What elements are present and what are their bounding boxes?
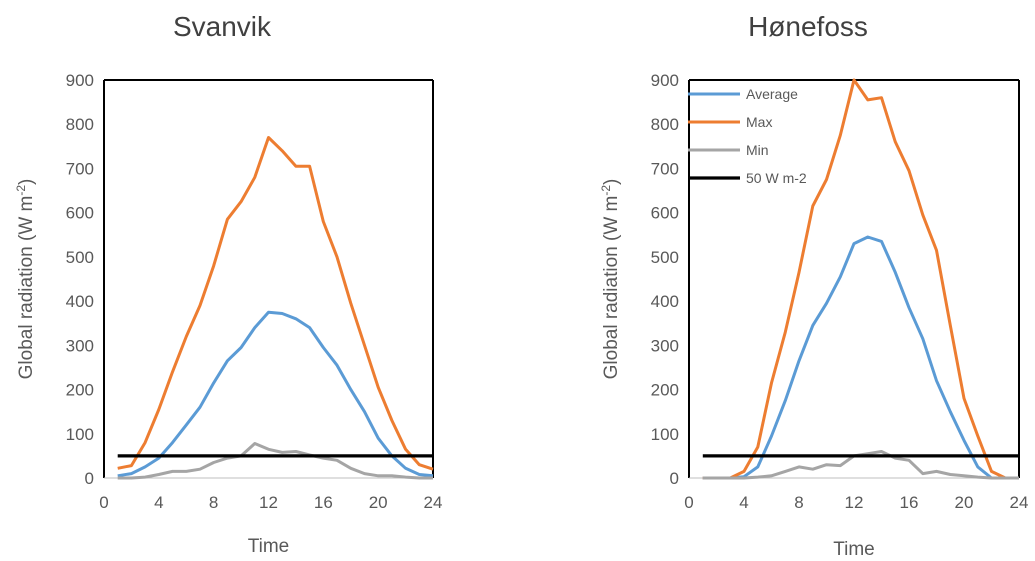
series-line-average bbox=[117, 310, 434, 478]
y-tick-label: 200 bbox=[651, 381, 679, 400]
chart-panel-1: Hønefoss 0 100 200 300 400 500 600 700 800 900 0 4 8 1… bbox=[599, 11, 1028, 560]
series-line-max bbox=[117, 136, 434, 471]
y-tick-label: 700 bbox=[651, 159, 679, 178]
chart-title: Svanvik bbox=[173, 11, 272, 42]
legend-label: Average bbox=[746, 86, 798, 102]
x-tick-label: 4 bbox=[154, 493, 163, 512]
y-tick-label: 800 bbox=[66, 115, 94, 134]
y-tick-label: 600 bbox=[66, 204, 94, 223]
x-tick-label: 24 bbox=[1010, 493, 1029, 512]
y-axis-label: Global radiation (W m-2) bbox=[599, 179, 622, 380]
series-line-max bbox=[702, 78, 1019, 480]
x-tick-label: 20 bbox=[369, 493, 388, 512]
y-tick-label: 300 bbox=[651, 336, 679, 355]
x-tick-label: 8 bbox=[794, 493, 803, 512]
x-tick-label: 16 bbox=[314, 493, 333, 512]
x-axis-label: Time bbox=[248, 536, 290, 557]
y-tick-label: 700 bbox=[66, 159, 94, 178]
y-tick-label: 0 bbox=[670, 469, 679, 488]
x-tick-label: 20 bbox=[955, 493, 974, 512]
chart-panel-0: Svanvik 0 100 200 300 400 500 600 700 800 900 0 4 8 12… bbox=[14, 11, 442, 557]
x-tick-label: 12 bbox=[845, 493, 864, 512]
x-tick-label: 12 bbox=[259, 493, 278, 512]
x-tick-label: 0 bbox=[99, 493, 108, 512]
y-tick-label: 300 bbox=[66, 336, 94, 355]
chart-title: Hønefoss bbox=[748, 11, 868, 42]
series-line-average bbox=[702, 235, 1019, 480]
x-tick-label: 4 bbox=[739, 493, 748, 512]
x-tick-label: 8 bbox=[209, 493, 218, 512]
series-line-min bbox=[117, 442, 433, 480]
y-tick-label: 800 bbox=[651, 115, 679, 134]
legend-label: Max bbox=[746, 114, 772, 130]
legend: Average Max Min 50 W m-2 bbox=[688, 86, 807, 186]
y-tick-label: 200 bbox=[66, 381, 94, 400]
x-axis-label: Time bbox=[833, 539, 875, 560]
y-tick-label: 100 bbox=[651, 425, 679, 444]
y-tick-label: 500 bbox=[651, 248, 679, 267]
y-axis-label: Global radiation (W m-2) bbox=[14, 179, 37, 380]
y-tick-label: 900 bbox=[651, 71, 679, 90]
y-tick-label: 100 bbox=[66, 425, 94, 444]
legend-label: Min bbox=[746, 142, 769, 158]
x-tick-label: 24 bbox=[424, 493, 443, 512]
x-tick-label: 0 bbox=[684, 493, 693, 512]
y-tick-label: 600 bbox=[651, 204, 679, 223]
y-tick-label: 400 bbox=[66, 292, 94, 311]
y-tick-label: 400 bbox=[651, 292, 679, 311]
y-tick-label: 900 bbox=[66, 71, 94, 90]
legend-label: 50 W m-2 bbox=[746, 170, 807, 186]
x-tick-label: 16 bbox=[900, 493, 919, 512]
y-tick-label: 0 bbox=[85, 469, 94, 488]
y-tick-label: 500 bbox=[66, 248, 94, 267]
